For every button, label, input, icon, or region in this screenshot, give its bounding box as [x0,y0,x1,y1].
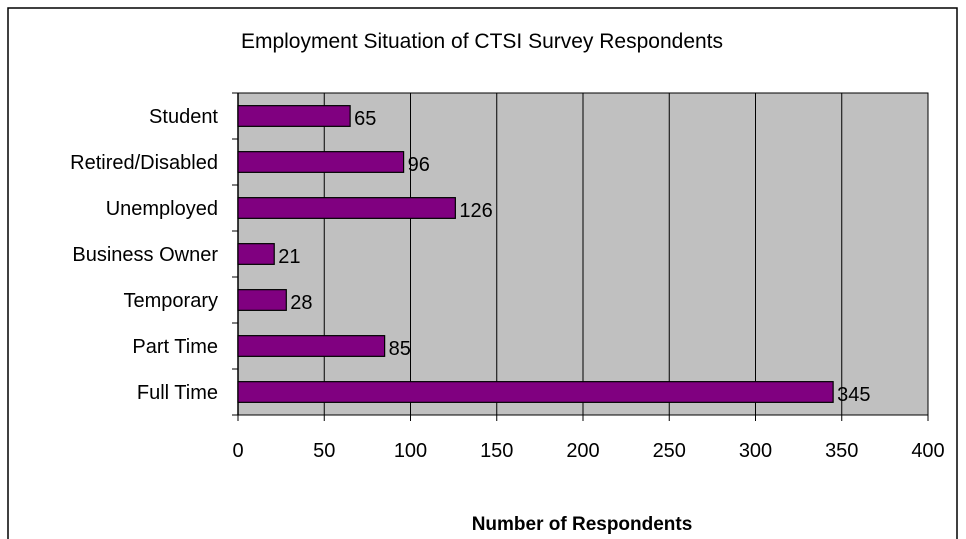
category-label: Full Time [137,382,218,404]
x-tick-label: 0 [232,440,243,462]
category-label: Part Time [132,336,218,358]
x-axis-title: Number of Respondents [472,514,693,535]
bar [237,151,405,173]
category-label: Retired/Disabled [70,152,218,174]
x-tick-label: 50 [313,440,335,462]
category-label: Student [149,106,218,128]
chart-title: Employment Situation of CTSI Survey Resp… [241,30,723,53]
data-label: 28 [290,292,312,314]
x-tick-label: 400 [911,440,944,462]
bar [237,243,275,265]
bar [237,381,834,403]
bar [237,105,351,127]
chart-border [7,7,958,539]
bar [237,335,386,357]
x-tick-label: 150 [480,440,513,462]
data-label: 126 [459,200,492,222]
bar [237,197,456,219]
data-label: 345 [837,384,870,406]
bar [237,289,287,311]
x-tick-label: 250 [653,440,686,462]
data-label: 85 [389,338,411,360]
plot-area: 0 50 100 150 200 250 300 350 400 Student 65 Retired… [70,92,945,462]
category-label: Temporary [124,290,218,312]
category-label: Business Owner [72,244,218,266]
data-label: 96 [408,154,430,176]
x-tick-label: 100 [394,440,427,462]
data-label: 21 [278,246,300,268]
x-tick-label: 350 [825,440,858,462]
data-label: 65 [354,108,376,130]
x-tick-label: 200 [566,440,599,462]
category-label: Unemployed [106,198,218,220]
x-tick-label: 300 [739,440,772,462]
